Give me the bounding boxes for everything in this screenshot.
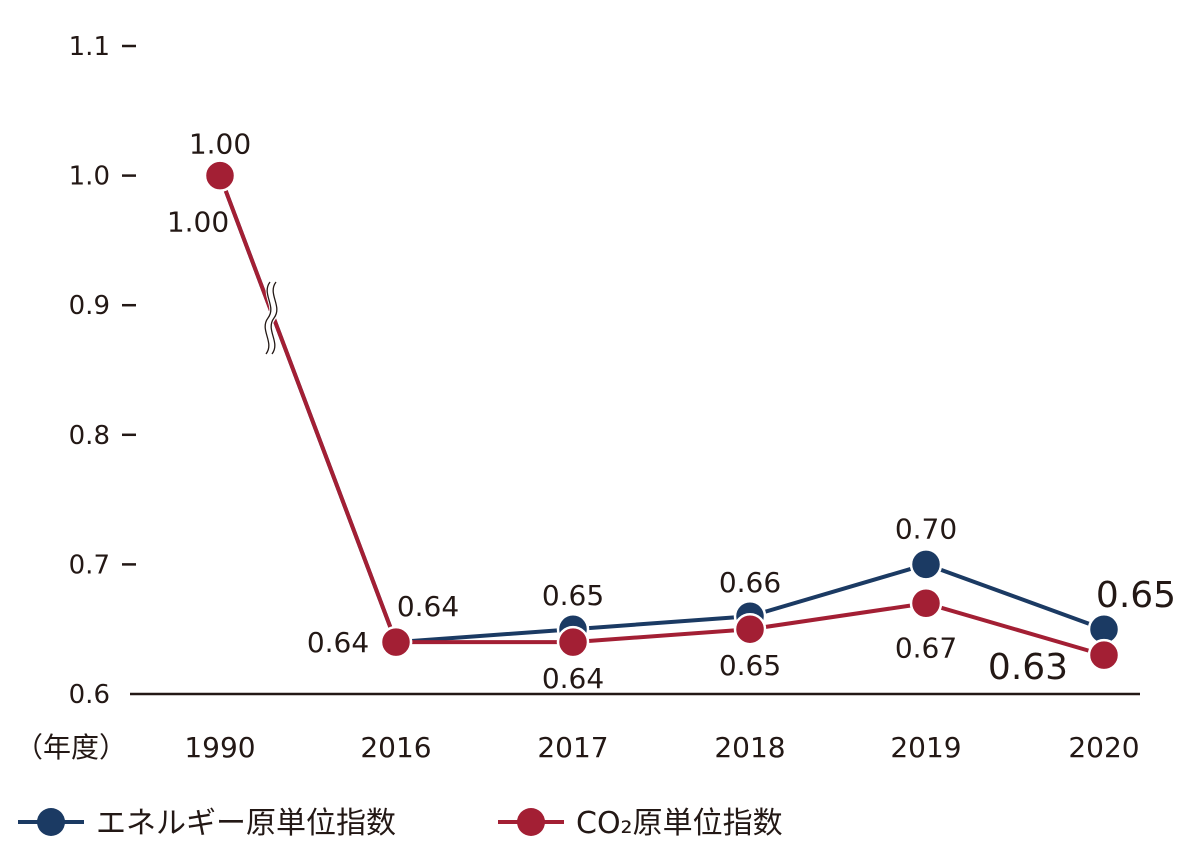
series-lines [218,174,1105,658]
co2-data-label: 0.63 [988,647,1068,688]
co2-data-label: 0.64 [542,662,604,695]
co2-data-label: 0.65 [719,649,781,682]
energy-data-label: 0.65 [542,579,604,612]
energy-data-label: 0.66 [719,566,781,599]
co2-point [379,625,413,659]
y-tick-label: 0.9 [69,291,110,321]
co2-point [556,625,590,659]
legend-item-energy: エネルギー原単位指数 [18,806,396,841]
y-tick-label: 0.6 [69,680,110,710]
x-tick-label: 1990 [184,731,255,764]
x-tick-label: 2020 [1068,731,1139,764]
x-tick-label: 2019 [890,731,961,764]
energy-data-label: 0.65 [1096,575,1176,616]
data-labels: 1.00 0.64 0.65 0.66 0.70 0.65 1.00 0.64 0.64 0.65… [167,128,1176,696]
co2-point [909,587,943,620]
x-axis-unit-label: （年度） [15,731,127,764]
legend-label-co2: CO₂原単位指数 [576,806,783,841]
co2-data-label: 0.67 [895,631,957,664]
co2-data-label: 1.00 [167,206,229,239]
legend-label-energy: エネルギー原単位指数 [96,806,396,841]
energy-point [909,548,943,581]
energy-data-label: 0.64 [397,590,459,623]
co2-point [733,612,767,646]
legend-item-co2: CO₂原単位指数 [498,806,783,841]
energy-data-label: 1.00 [189,128,251,161]
legend-marker-co2 [517,808,545,836]
x-tick-label: 2016 [360,731,431,764]
x-axis-labels: 1990 2016 2017 2018 2019 2020 [184,731,1139,764]
co2-point [1087,638,1121,672]
y-tick-label: 1.1 [69,32,110,62]
co2-data-label: 0.64 [307,626,369,659]
co2-series-line [218,174,1105,658]
series-markers [203,159,1121,672]
x-tick-label: 2017 [537,731,608,764]
axis-break-mark [263,279,279,357]
y-tick-label: 1.0 [69,162,110,192]
co2-point [203,159,237,192]
energy-series-line [218,174,1105,645]
y-tick-label: 0.8 [69,421,110,451]
legend-marker-energy [37,808,65,836]
y-axis: 0.6 0.7 0.8 0.9 1.0 1.1 [69,32,136,710]
legend: エネルギー原単位指数 CO₂原単位指数 [18,806,783,841]
y-tick-label: 0.7 [69,550,110,580]
x-tick-label: 2018 [714,731,785,764]
energy-data-label: 0.70 [895,512,957,545]
